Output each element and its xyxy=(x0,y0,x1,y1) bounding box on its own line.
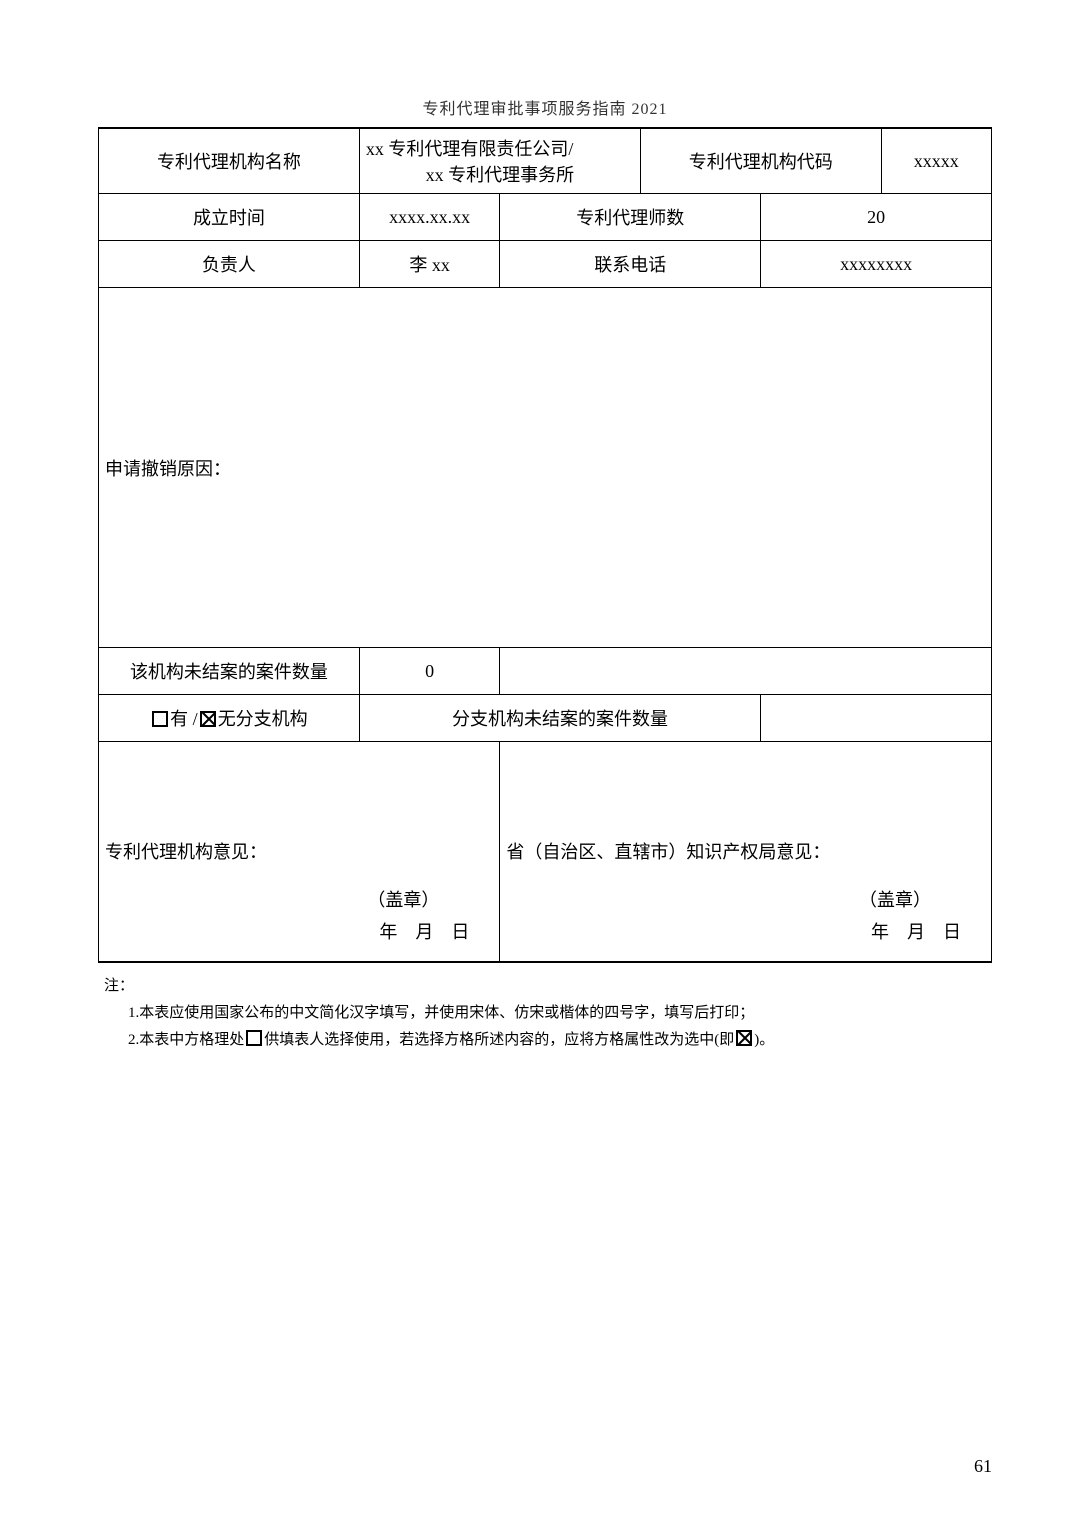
notes-checkbox-empty-icon xyxy=(246,1030,262,1046)
checkbox-you-icon xyxy=(152,711,168,727)
opinion-left: 专利代理机构意见： （盖章） 年 月 日 xyxy=(99,742,500,962)
label-phone: 联系电话 xyxy=(500,241,761,288)
branch-you-text: 有 / xyxy=(170,709,198,729)
agency-name-line1: xx 专利代理有限责任公司/ xyxy=(364,135,636,161)
checkbox-wu-icon xyxy=(200,711,216,727)
row-establish: 成立时间 xxxx.xx.xx 专利代理师数 20 xyxy=(99,194,992,241)
notes-section: 注： 1.本表应使用国家公布的中文简化汉字填写，并使用宋体、仿宋或楷体的四号字，… xyxy=(98,973,992,1054)
notes-2c: )。 xyxy=(754,1032,774,1048)
row-agency-name: 专利代理机构名称 xx 专利代理有限责任公司/ xx 专利代理事务所 专利代理机… xyxy=(99,128,992,194)
page-header: 专利代理审批事项服务指南 2021 xyxy=(98,95,992,119)
notes-2a: 2.本表中方格理处 xyxy=(128,1032,244,1048)
label-agency-code: 专利代理机构代码 xyxy=(640,128,881,194)
opinion-left-label: 专利代理机构意见： xyxy=(105,842,267,862)
reason-label: 申请撤销原因： xyxy=(105,459,231,479)
value-branch-pending xyxy=(761,695,992,742)
value-person: 李 xx xyxy=(359,241,499,288)
value-agent-count: 20 xyxy=(761,194,992,241)
notes-checkbox-checked-icon xyxy=(736,1030,752,1046)
label-agent-count: 专利代理师数 xyxy=(500,194,761,241)
branch-option: 有 / 无分支机构 xyxy=(99,695,360,742)
label-branch-pending: 分支机构未结案的案件数量 xyxy=(359,695,760,742)
reason-cell: 申请撤销原因： xyxy=(99,288,992,648)
agency-name-line2: xx 专利代理事务所 xyxy=(364,161,636,187)
value-agency-code: xxxxx xyxy=(881,128,991,194)
row-opinion: 专利代理机构意见： （盖章） 年 月 日 省（自治区、直辖市）知识产权局意见： … xyxy=(99,742,992,962)
form-table: 专利代理机构名称 xx 专利代理有限责任公司/ xx 专利代理事务所 专利代理机… xyxy=(98,127,992,963)
row-person: 负责人 李 xx 联系电话 xxxxxxxx xyxy=(99,241,992,288)
page-number: 61 xyxy=(974,1456,992,1477)
value-phone: xxxxxxxx xyxy=(761,241,992,288)
row-branch: 有 / 无分支机构 分支机构未结案的案件数量 xyxy=(99,695,992,742)
seal-left-label: （盖章） xyxy=(367,884,439,916)
seal-right-label: （盖章） xyxy=(859,884,931,916)
notes-line-2: 2.本表中方格理处 供填表人选择使用，若选择方格所述内容的，应将方格属性改为选中(… xyxy=(128,1027,992,1054)
notes-2b: 供填表人选择使用，若选择方格所述内容的，应将方格属性改为选中(即 xyxy=(264,1032,734,1048)
label-agency-name: 专利代理机构名称 xyxy=(99,128,360,194)
notes-line-1: 1.本表应使用国家公布的中文简化汉字填写，并使用宋体、仿宋或楷体的四号字，填写后… xyxy=(128,1000,992,1027)
seal-left: （盖章） 年 月 日 xyxy=(367,884,469,949)
seal-right: （盖章） 年 月 日 xyxy=(859,884,961,949)
label-person: 负责人 xyxy=(99,241,360,288)
label-est-time: 成立时间 xyxy=(99,194,360,241)
label-pending: 该机构未结案的案件数量 xyxy=(99,648,360,695)
row-reason: 申请撤销原因： xyxy=(99,288,992,648)
value-est-time: xxxx.xx.xx xyxy=(359,194,499,241)
opinion-right-label: 省（自治区、直辖市）知识产权局意见： xyxy=(506,842,830,862)
notes-label: 注： xyxy=(104,973,992,1000)
seal-right-date: 年 月 日 xyxy=(859,916,961,948)
branch-wu-text: 无分支机构 xyxy=(218,709,308,729)
seal-left-date: 年 月 日 xyxy=(367,916,469,948)
row-pending: 该机构未结案的案件数量 0 xyxy=(99,648,992,695)
pending-blank xyxy=(500,648,992,695)
value-agency-name: xx 专利代理有限责任公司/ xx 专利代理事务所 xyxy=(359,128,640,194)
value-pending: 0 xyxy=(359,648,499,695)
opinion-right: 省（自治区、直辖市）知识产权局意见： （盖章） 年 月 日 xyxy=(500,742,992,962)
